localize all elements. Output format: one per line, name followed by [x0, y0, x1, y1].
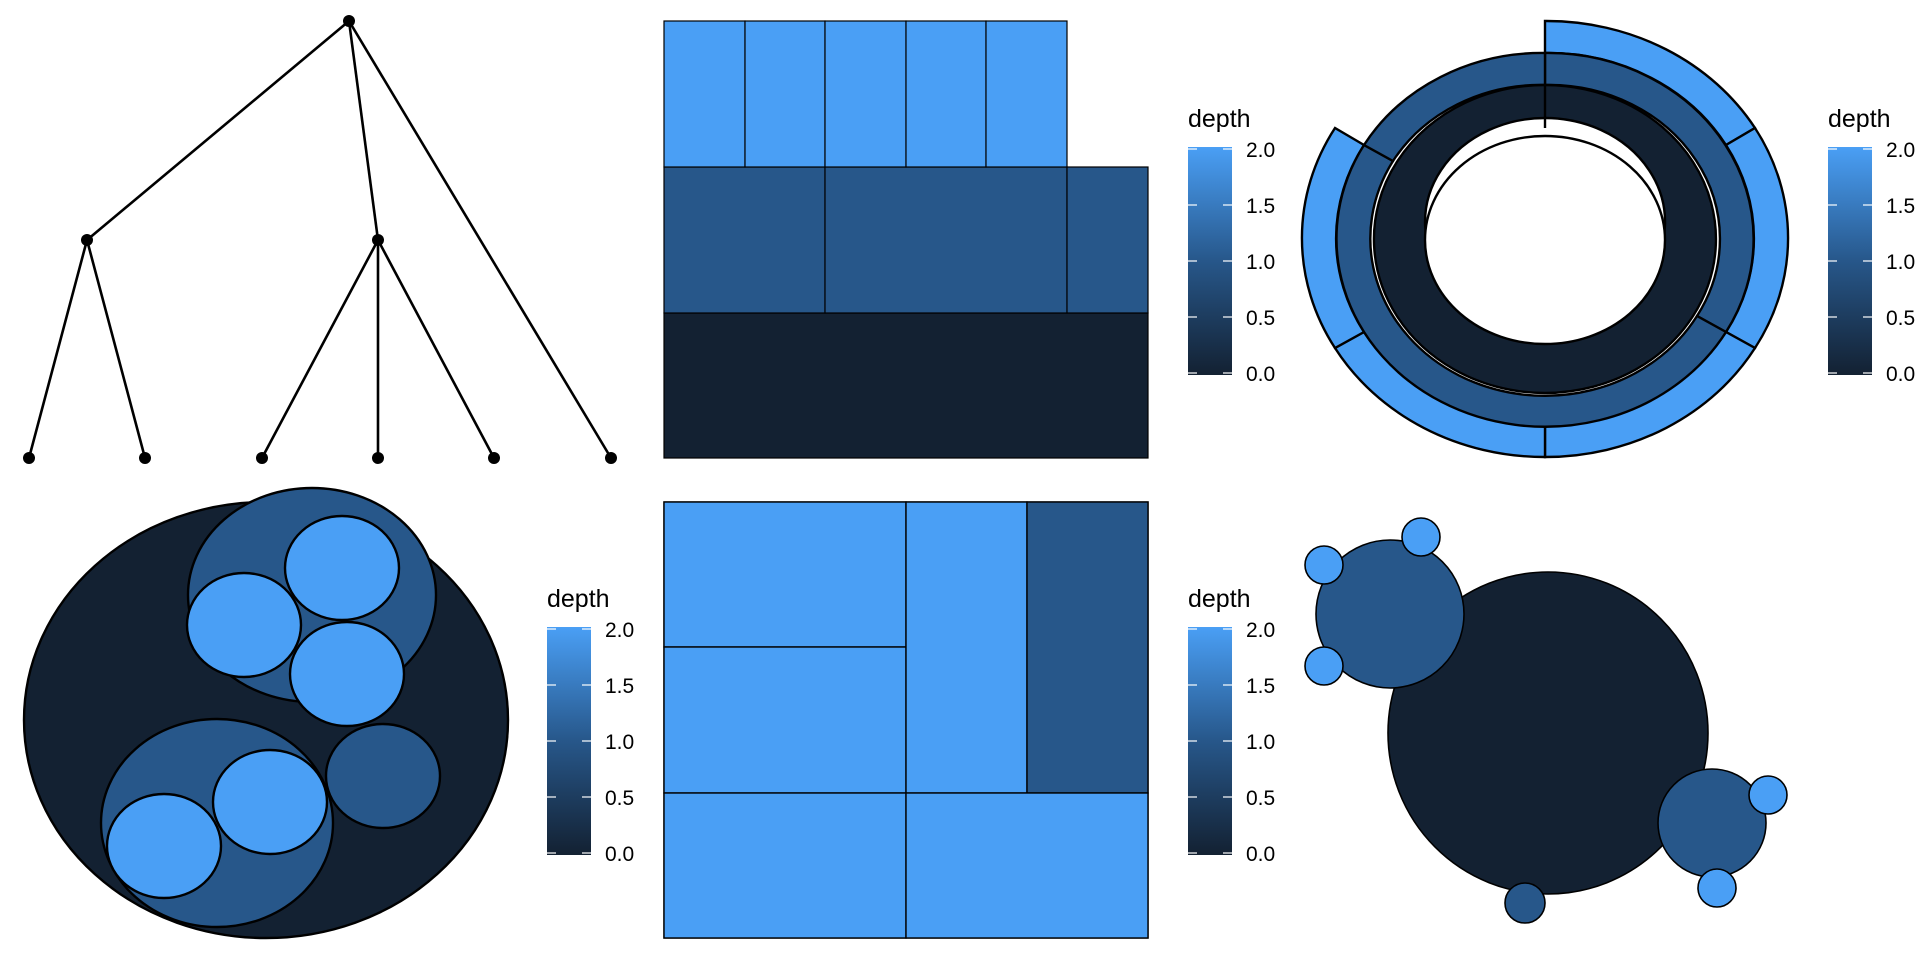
node-circle-depth-2	[1697, 868, 1737, 908]
node-circle-depth-2	[1304, 545, 1344, 585]
icicle-panel	[663, 20, 1149, 459]
tree-edge	[260, 239, 380, 459]
legend-tick-label: 0.0	[1246, 843, 1275, 866]
legend-tick-label: 2.0	[605, 619, 634, 642]
icicle-cell-depth-2	[663, 20, 746, 168]
tree-edge	[85, 239, 147, 459]
depth-legend: depth 2.0 1.5 1.0 0.5 0.0	[1828, 105, 1915, 386]
depth-legend: depth 2.0 1.5 1.0 0.5 0.0	[547, 585, 634, 866]
legend-tick-label: 0.5	[1246, 787, 1275, 810]
node-circle-depth-0	[1387, 571, 1709, 895]
node-circle-depth-1	[1657, 768, 1767, 878]
tree-edge	[347, 20, 613, 459]
sunburst-segment-depth-1	[1362, 51, 1547, 163]
legend-tick-label: 1.5	[1246, 675, 1275, 698]
legend-tick-label: 2.0	[1886, 139, 1915, 162]
depth-legend: depth 2.0 1.5 1.0 0.5 0.0	[1188, 105, 1275, 386]
legend-tick-label: 0.5	[605, 787, 634, 810]
legends: depth 2.0 1.5 1.0 0.5 0.0 depth 2.0 1.5 1.0 0.5 0.0…	[547, 105, 1915, 866]
tree-node-leaf	[372, 452, 384, 464]
node-circle-depth-2	[1401, 517, 1441, 557]
pack-circle-depth-2	[288, 620, 406, 728]
legend-tick-label: 0.5	[1886, 307, 1915, 330]
tree-node-leaf	[605, 452, 617, 464]
pack-panel	[22, 486, 510, 940]
tree-node-leaf	[23, 452, 35, 464]
tree-edge	[86, 20, 350, 241]
icicle-cell-depth-1	[1066, 166, 1149, 314]
legend-tick-label: 0.5	[1246, 307, 1275, 330]
tree-node-leaf	[139, 452, 151, 464]
icicle-cell-depth-2	[824, 20, 907, 168]
circle-layout-panel	[1304, 517, 1788, 924]
sunburst-panel	[1300, 19, 1790, 459]
tree-node-leaf	[256, 452, 268, 464]
treemap-cell-depth-2	[663, 792, 907, 939]
legend-tick-label: 1.0	[1886, 251, 1915, 274]
legend-tick-label: 0.0	[1886, 363, 1915, 386]
treemap-panel	[663, 501, 1149, 939]
legend-title: depth	[1188, 105, 1251, 133]
legend-tick-label: 2.0	[1246, 139, 1275, 162]
pack-circle-depth-2	[185, 571, 303, 679]
legend-tick-label: 1.0	[605, 731, 634, 754]
sunburst-center-hole	[1423, 134, 1667, 346]
legend-tick-label: 2.0	[1246, 619, 1275, 642]
tree-edge	[347, 20, 380, 241]
node-circle-depth-1	[1315, 539, 1465, 689]
tree-edge	[27, 239, 89, 459]
legend-tick-label: 1.0	[1246, 251, 1275, 274]
depth-legend: depth 2.0 1.5 1.0 0.5 0.0	[1188, 585, 1275, 866]
legend-title: depth	[1828, 105, 1891, 133]
legend-tick-label: 1.5	[605, 675, 634, 698]
legend-tick-label: 0.0	[1246, 363, 1275, 386]
icicle-cell-depth-2	[744, 20, 826, 168]
legend-tick-label: 0.0	[605, 843, 634, 866]
legend-title: depth	[547, 585, 610, 613]
treemap-cell-depth-2	[663, 646, 907, 794]
legend-tick-label: 1.0	[1246, 731, 1275, 754]
treemap-cell-depth-2	[905, 501, 1028, 794]
node-circle-depth-2	[1304, 646, 1344, 686]
legend-title: depth	[1188, 585, 1251, 613]
pack-circle-depth-2	[211, 748, 329, 856]
sunburst-segment-depth-1	[1335, 143, 1728, 428]
legend-tick-label: 1.5	[1886, 195, 1915, 218]
tree-panel	[27, 20, 613, 459]
icicle-cell-depth-2	[985, 20, 1068, 168]
node-circle-depth-2	[1748, 775, 1788, 815]
icicle-cell-depth-1	[824, 166, 1068, 314]
tree-node-root	[343, 15, 355, 27]
treemap-cell-depth-2	[905, 792, 1149, 939]
node-circle-depth-1	[1504, 882, 1546, 924]
pack-circle-depth-2	[105, 792, 223, 900]
tree-node	[81, 234, 93, 246]
treemap-cell-depth-2	[663, 501, 907, 648]
icicle-cell-depth-2	[905, 20, 987, 168]
treemap-cell-depth-1	[1026, 501, 1149, 794]
legend-tick-label: 1.5	[1246, 195, 1275, 218]
pack-circle-depth-1	[324, 722, 442, 830]
tree-nodes	[23, 15, 617, 464]
icicle-cell-depth-0	[663, 312, 1149, 459]
pack-circle-depth-2	[283, 514, 401, 622]
icicle-cell-depth-1	[663, 166, 826, 314]
tree-node	[372, 234, 384, 246]
tree-node-leaf	[488, 452, 500, 464]
tree-edge	[376, 239, 496, 459]
